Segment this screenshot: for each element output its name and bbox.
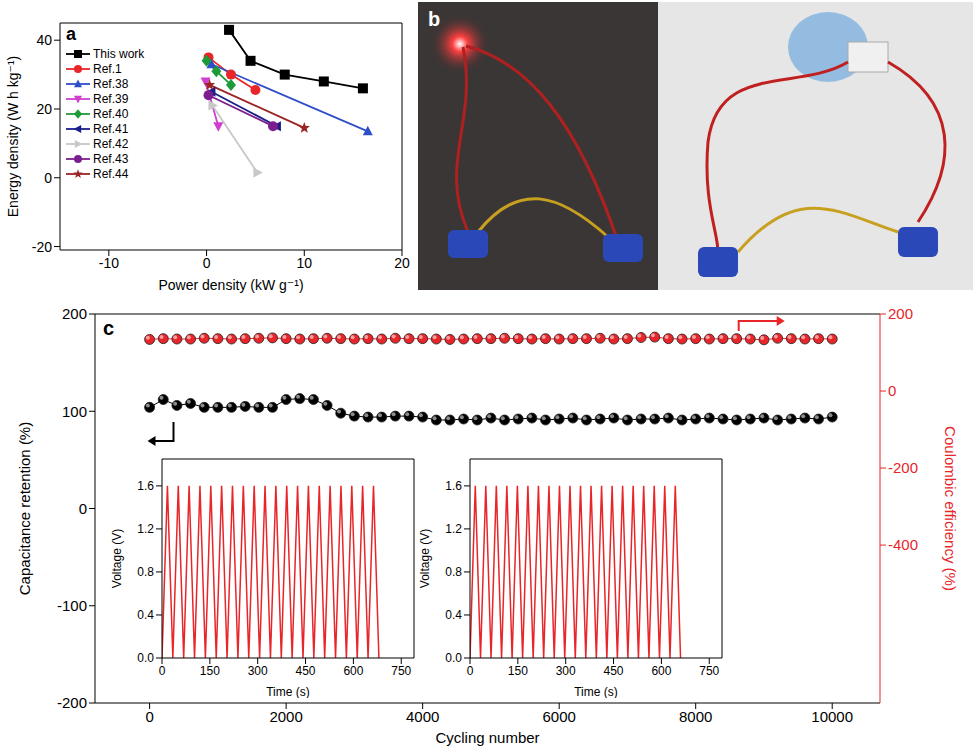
svg-text:Voltage (V): Voltage (V) <box>110 529 124 588</box>
svg-text:Voltage (V): Voltage (V) <box>418 529 432 588</box>
html-text:Ref.38: Ref.38 <box>93 76 129 91</box>
svg-text:-100: -100 <box>57 597 87 614</box>
svg-text:0: 0 <box>203 255 211 271</box>
svg-text:-400: -400 <box>888 536 918 553</box>
html-text:Ref.42: Ref.42 <box>93 136 129 151</box>
svg-text:150: 150 <box>200 664 220 678</box>
svg-text:450: 450 <box>296 664 316 678</box>
svg-text:0: 0 <box>888 382 896 399</box>
svg-text:0: 0 <box>467 664 474 678</box>
svg-text:-20: -20 <box>32 239 52 255</box>
svg-text:750: 750 <box>699 664 719 678</box>
svg-text:40: 40 <box>36 32 52 48</box>
svg-text:0.0: 0.0 <box>137 651 154 665</box>
svg-text:1.6: 1.6 <box>445 479 462 493</box>
svg-text:-200: -200 <box>57 694 87 711</box>
svg-text:300: 300 <box>556 664 576 678</box>
svg-text:450: 450 <box>604 664 624 678</box>
html-text:c: c <box>103 317 115 339</box>
html-text:Ref.44: Ref.44 <box>93 166 129 181</box>
svg-text:0.8: 0.8 <box>137 565 154 579</box>
svg-text:750: 750 <box>391 664 411 678</box>
html-text:This work: This work <box>93 46 145 61</box>
svg-text:2000: 2000 <box>269 708 302 725</box>
svg-text:0: 0 <box>44 170 52 186</box>
svg-text:1.6: 1.6 <box>137 479 154 493</box>
html-text:Ref.43: Ref.43 <box>93 151 129 166</box>
svg-text:Time (s): Time (s) <box>574 685 618 698</box>
svg-text:1.2: 1.2 <box>137 522 154 536</box>
svg-text:0: 0 <box>159 664 166 678</box>
html-text:Ref.41: Ref.41 <box>93 121 129 136</box>
svg-text:0.0: 0.0 <box>445 651 462 665</box>
svg-text:0.8: 0.8 <box>445 565 462 579</box>
svg-text:200: 200 <box>888 305 913 322</box>
svg-text:-200: -200 <box>888 459 918 476</box>
svg-text:Time (s): Time (s) <box>266 685 310 698</box>
html-text:a: a <box>66 24 76 44</box>
svg-text:0: 0 <box>79 500 87 517</box>
svg-text:1.2: 1.2 <box>445 522 462 536</box>
svg-text:Energy density (W h kg⁻¹): Energy density (W h kg⁻¹) <box>5 56 21 217</box>
svg-text:-10: -10 <box>99 255 119 271</box>
svg-text:Capacitance retention (%): Capacitance retention (%) <box>16 422 33 595</box>
svg-text:150: 150 <box>508 664 528 678</box>
html-text:Ref.40: Ref.40 <box>93 106 129 121</box>
svg-text:300: 300 <box>248 664 268 678</box>
svg-text:b: b <box>428 8 440 30</box>
svg-text:4000: 4000 <box>406 708 439 725</box>
html-text:Ref.39: Ref.39 <box>93 91 129 106</box>
svg-text:20: 20 <box>394 255 410 271</box>
svg-text:Cycling number: Cycling number <box>435 729 539 746</box>
svg-text:0: 0 <box>145 708 153 725</box>
svg-text:600: 600 <box>651 664 671 678</box>
svg-text:Power density (kW g⁻¹): Power density (kW g⁻¹) <box>158 277 303 293</box>
svg-text:100: 100 <box>62 403 87 420</box>
svg-text:0.4: 0.4 <box>445 608 462 622</box>
svg-text:Coulombic efficiency (%): Coulombic efficiency (%) <box>942 426 959 591</box>
html-text:Ref.1: Ref.1 <box>93 61 122 76</box>
svg-text:600: 600 <box>343 664 363 678</box>
svg-text:20: 20 <box>36 101 52 117</box>
svg-text:8000: 8000 <box>679 708 712 725</box>
svg-text:10: 10 <box>296 255 312 271</box>
svg-text:6000: 6000 <box>542 708 575 725</box>
svg-text:0.4: 0.4 <box>137 608 154 622</box>
svg-text:10000: 10000 <box>811 708 853 725</box>
svg-text:200: 200 <box>62 305 87 322</box>
